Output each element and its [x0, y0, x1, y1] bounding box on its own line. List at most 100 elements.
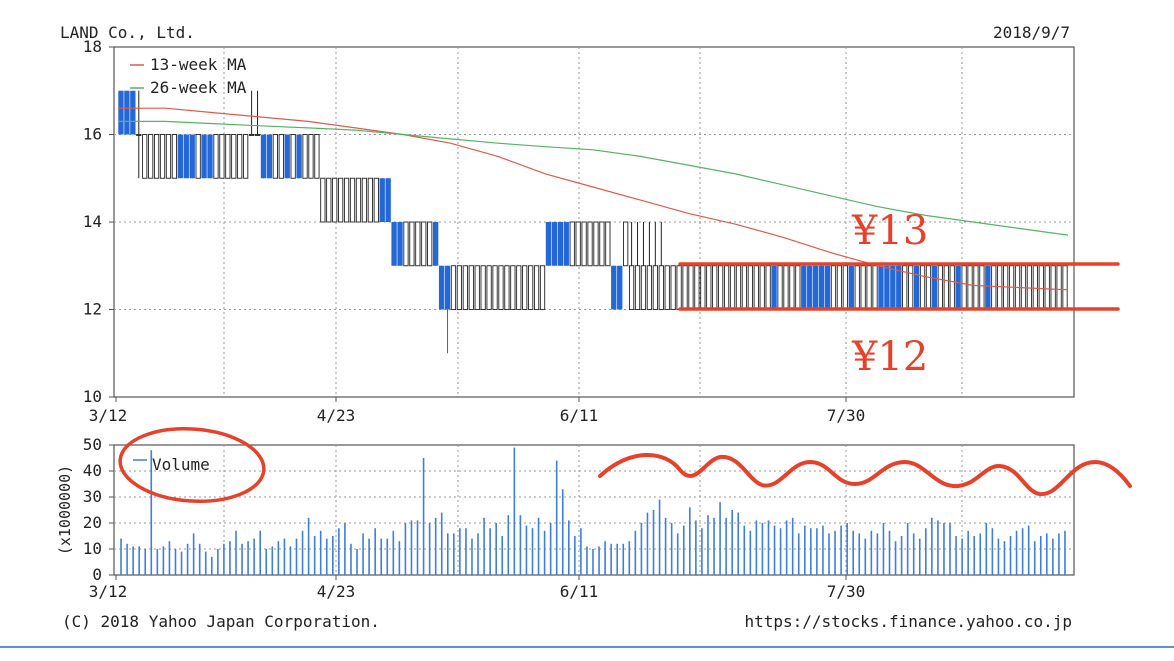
- candle: [890, 265, 896, 310]
- candle: [438, 265, 445, 310]
- candle-body: [890, 265, 896, 310]
- candle-body: [189, 134, 195, 179]
- candle-body: [498, 265, 504, 310]
- candle-body: [159, 134, 166, 179]
- candle-body: [830, 265, 837, 310]
- candle-body: [765, 265, 771, 310]
- candle-body: [694, 265, 700, 310]
- candle: [456, 265, 463, 310]
- candle: [931, 265, 938, 310]
- candle-body: [878, 265, 884, 310]
- candle: [492, 265, 498, 310]
- candle-body: [379, 178, 385, 222]
- candle-body: [248, 134, 255, 136]
- candle-body: [385, 178, 391, 222]
- candle-body: [320, 177, 326, 223]
- candle: [118, 90, 124, 135]
- candle: [913, 265, 920, 310]
- candle-body: [504, 265, 510, 310]
- volume-legend-label: Volume: [152, 455, 210, 474]
- candle-body: [136, 134, 142, 136]
- candle: [878, 265, 884, 310]
- candlesticks: [118, 90, 1068, 354]
- candle-body: [646, 265, 653, 310]
- candle-body: [231, 134, 237, 179]
- candle-body: [539, 265, 546, 310]
- candle: [569, 221, 575, 267]
- candle-body: [338, 177, 344, 223]
- candle-body: [284, 134, 290, 179]
- candle-body: [510, 265, 516, 310]
- candle-body: [807, 265, 813, 310]
- candle-body: [747, 265, 753, 310]
- volume-panel-frame: [113, 444, 1075, 576]
- volume-tick-label: 10: [83, 539, 102, 558]
- candle: [599, 221, 605, 267]
- candle-body: [991, 265, 997, 310]
- candle-body: [872, 265, 878, 310]
- candle: [581, 221, 587, 267]
- candle: [723, 265, 730, 310]
- candle: [545, 222, 552, 266]
- candle-body: [670, 265, 676, 310]
- candle-body: [183, 134, 189, 179]
- candle: [640, 222, 647, 310]
- candle-body: [783, 265, 789, 310]
- candle: [171, 134, 178, 179]
- candle-body: [557, 222, 564, 266]
- candle-body: [688, 265, 694, 310]
- candle: [700, 265, 706, 310]
- candle-body: [165, 134, 172, 179]
- volume-y-axis: 0 10 20 30 40 50: [83, 435, 114, 584]
- candle: [623, 221, 629, 267]
- candle: [682, 265, 688, 310]
- candle-body: [1056, 265, 1062, 310]
- candle-body: [272, 134, 278, 179]
- candle: [195, 134, 201, 179]
- candle: [130, 90, 136, 135]
- candle-body: [522, 265, 528, 310]
- candle: [563, 222, 569, 266]
- candle: [967, 265, 973, 310]
- candle-body: [207, 134, 213, 179]
- volume-x-axis: 3/12 4/23 6/11 7/30: [89, 575, 865, 601]
- candle: [379, 178, 385, 222]
- candle: [593, 221, 599, 267]
- candle: [765, 265, 771, 310]
- candle: [961, 265, 967, 310]
- lower-price-annotation: ¥12: [851, 334, 928, 380]
- candle-body: [979, 265, 985, 310]
- candle-body: [278, 134, 284, 179]
- candle: [254, 90, 261, 136]
- candle: [1038, 265, 1044, 310]
- candle: [872, 265, 878, 310]
- candle: [771, 265, 777, 310]
- candle: [183, 134, 189, 179]
- candle: [409, 221, 415, 267]
- candle: [320, 177, 326, 223]
- candle-body: [723, 265, 730, 310]
- candle: [676, 265, 682, 310]
- legend-label: 13-week MA: [150, 55, 247, 74]
- price-x-tick-label: 7/30: [827, 406, 866, 425]
- candle-body: [545, 222, 552, 266]
- candle-body: [587, 221, 593, 267]
- candle-body: [818, 265, 825, 310]
- candle-body: [1038, 265, 1044, 310]
- candle-body: [415, 221, 421, 267]
- candle-body: [896, 265, 902, 310]
- candle: [789, 265, 795, 310]
- candle: [415, 221, 421, 267]
- candle-body: [985, 265, 991, 310]
- candle-body: [367, 177, 373, 223]
- candle: [391, 222, 397, 266]
- candle: [617, 265, 623, 310]
- candle-body: [961, 265, 967, 310]
- candle-body: [343, 177, 350, 223]
- volume-wave-annotation: [598, 453, 1132, 496]
- volume-tick-label: 0: [92, 565, 102, 584]
- candle: [539, 265, 546, 310]
- volume-tick-label: 40: [83, 461, 102, 480]
- candle-body: [676, 265, 682, 310]
